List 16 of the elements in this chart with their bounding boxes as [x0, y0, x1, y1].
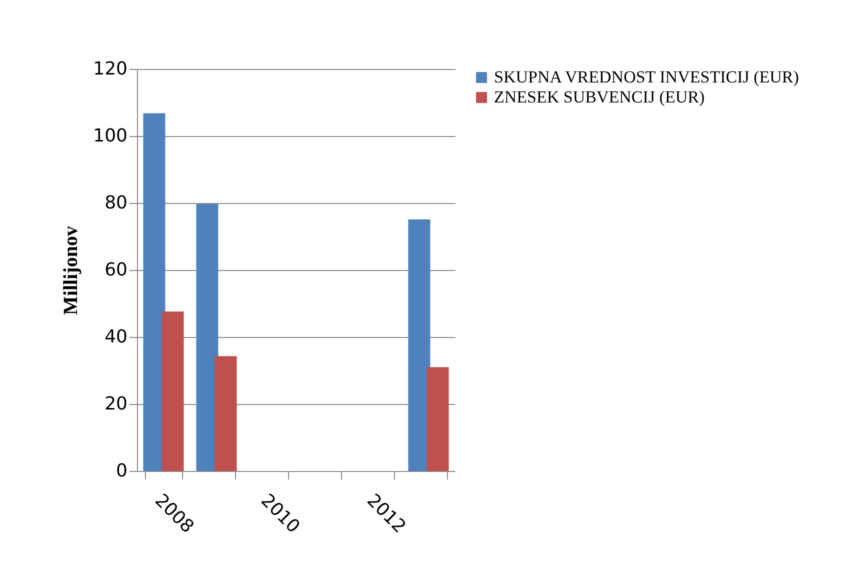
y-axis-title: Millijonov	[60, 226, 82, 315]
bar	[408, 219, 430, 471]
bar	[162, 312, 184, 471]
y-tick-label: 120	[93, 58, 128, 80]
y-tick-label: 60	[104, 260, 128, 280]
y-tick-label: 20	[104, 394, 128, 414]
bar	[196, 204, 218, 471]
legend-label: SKUPNA VREDNOST INVESTICIJ (EUR)	[494, 68, 799, 86]
y-tick-label: 100	[93, 126, 128, 146]
bar	[143, 113, 166, 471]
bar	[426, 367, 449, 471]
bar	[214, 356, 237, 471]
y-tick-label: 0	[116, 460, 128, 482]
y-tick-label: 40	[104, 326, 128, 348]
legend-label: ZNESEK SUBVENCIJ (EUR)	[494, 88, 705, 106]
y-tick-label: 80	[104, 192, 128, 214]
